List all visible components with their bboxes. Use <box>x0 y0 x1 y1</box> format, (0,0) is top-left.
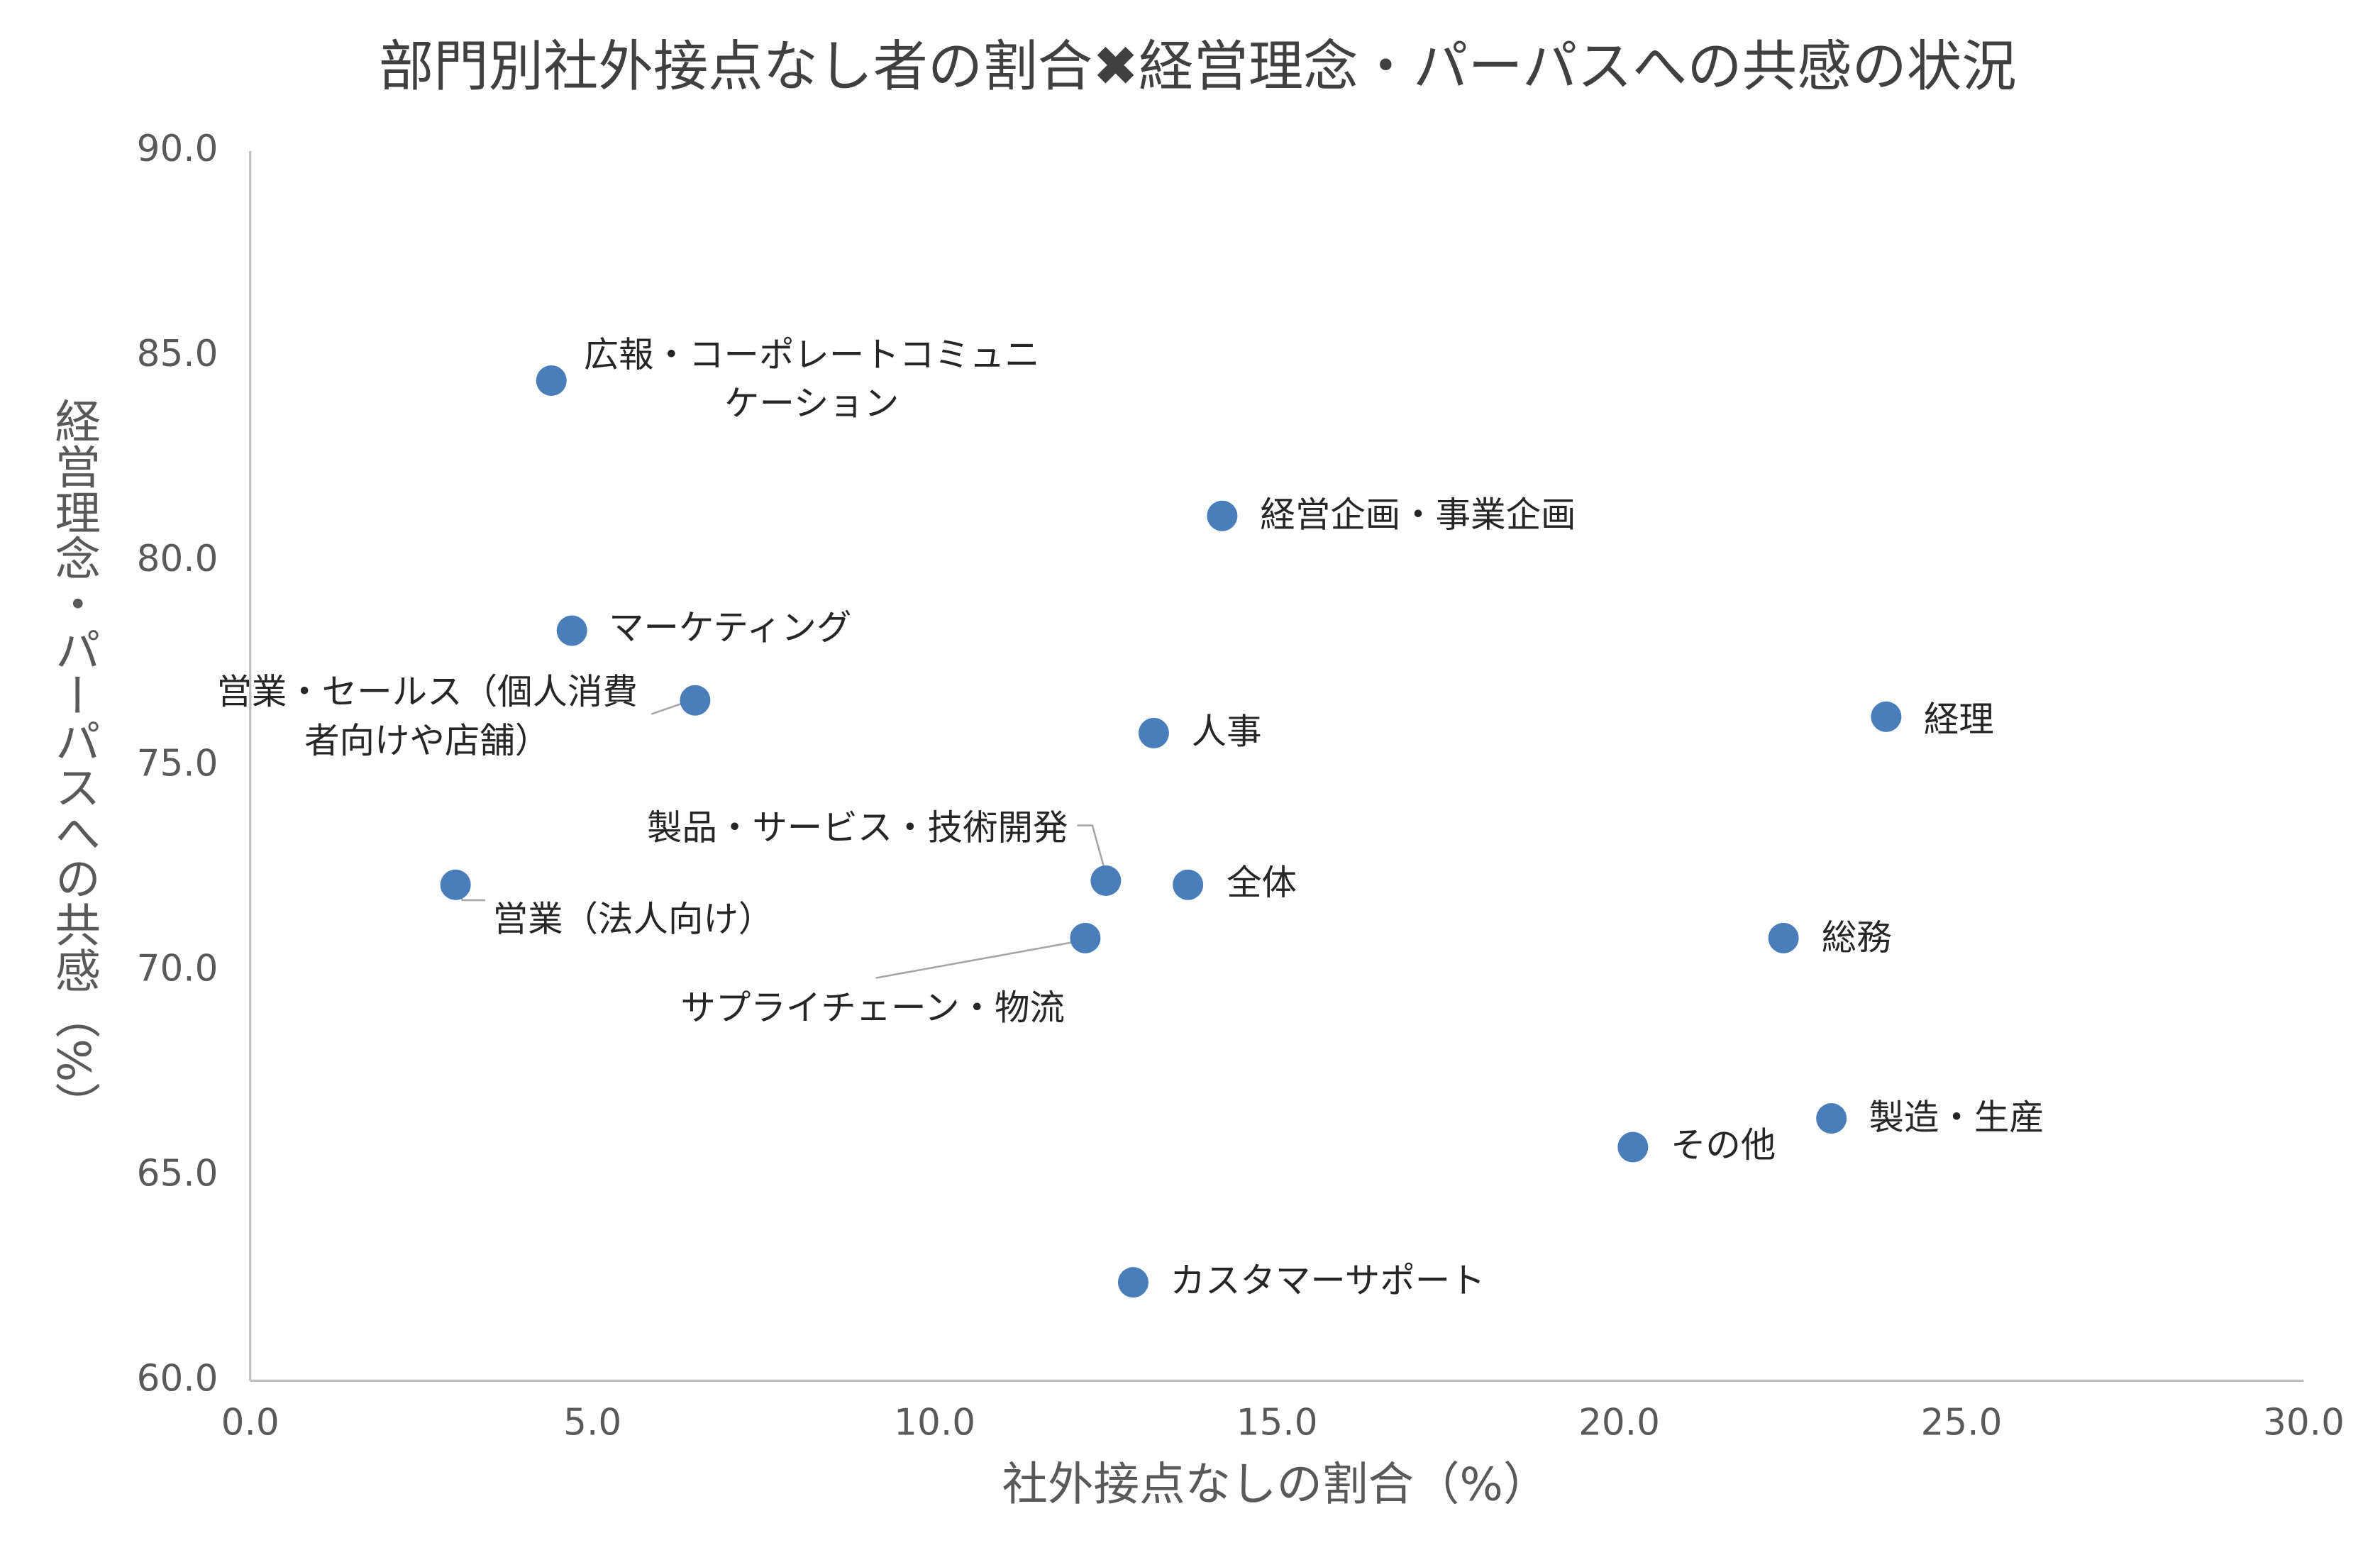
leader-line <box>1077 824 1109 881</box>
point-label: マーケティング <box>609 607 851 648</box>
point-label: 営業・セールス（個人消費 <box>216 671 637 712</box>
leader-line <box>875 939 1087 979</box>
point <box>556 615 587 646</box>
chart-title: 部門別社外接点なし者の割合✖経営理念・パーパスへの共感の状況 <box>379 35 2017 99</box>
point-label: カスタマーサポート <box>1170 1260 1485 1301</box>
point-label: 人事 <box>1192 711 1262 752</box>
y-tick-label: 70.0 <box>137 948 218 990</box>
y-tick-label: 60.0 <box>137 1357 218 1400</box>
y-axis-title: 経営理念・パーパスへの共感（%） <box>47 398 100 1128</box>
y-tick-label: 90.0 <box>137 128 218 170</box>
y-tick-label: 75.0 <box>137 743 218 785</box>
point <box>1768 922 1799 953</box>
x-tick-label: 5.0 <box>563 1402 621 1444</box>
point-label: 広報・コーポレートコミュニ <box>584 334 1040 375</box>
point-label: 経営企画・事業企画 <box>1260 494 1576 536</box>
point <box>1090 865 1122 896</box>
point-label: 営業（法人向け） <box>493 899 774 940</box>
y-tick-label: 85.0 <box>137 333 218 375</box>
point-label: 全体 <box>1227 862 1297 903</box>
y-tick-label: 65.0 <box>137 1152 218 1195</box>
x-tick-label: 20.0 <box>1578 1402 1660 1444</box>
point-label: 経理 <box>1924 699 1994 740</box>
point <box>1816 1103 1847 1134</box>
point <box>1617 1131 1649 1163</box>
point-label: 製造・生産 <box>1869 1097 2044 1138</box>
point-label: 者向けや店舗） <box>304 720 550 761</box>
x-tick-label: 15.0 <box>1236 1402 1318 1444</box>
point <box>1070 922 1101 953</box>
point <box>1173 869 1204 900</box>
x-tick-label: 10.0 <box>894 1402 975 1444</box>
x-tick-label: 30.0 <box>2263 1402 2345 1444</box>
point-label: 製品・サービス・技術開発 <box>647 807 1068 848</box>
x-tick-label: 25.0 <box>1921 1402 2003 1444</box>
point <box>440 869 471 900</box>
x-axis-title: 社外接点なしの割合（%） <box>1002 1458 1549 1511</box>
point-label: サプライチェーン・物流 <box>680 987 1065 1028</box>
point <box>1207 500 1238 531</box>
point <box>1138 717 1169 748</box>
point-label: ケーション <box>724 383 899 424</box>
point <box>680 685 711 716</box>
x-tick-label: 0.0 <box>221 1402 279 1444</box>
point <box>1117 1267 1149 1298</box>
point-label: その他 <box>1671 1124 1776 1166</box>
point <box>1871 701 1902 732</box>
y-tick-label: 80.0 <box>137 538 218 580</box>
point <box>536 365 567 397</box>
point-label: 総務 <box>1822 917 1892 958</box>
